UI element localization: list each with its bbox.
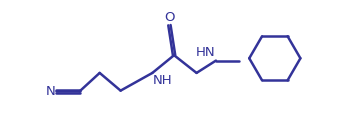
Text: O: O (164, 11, 175, 24)
Text: NH: NH (153, 74, 173, 87)
Text: N: N (46, 85, 55, 98)
Text: HN: HN (196, 46, 215, 59)
